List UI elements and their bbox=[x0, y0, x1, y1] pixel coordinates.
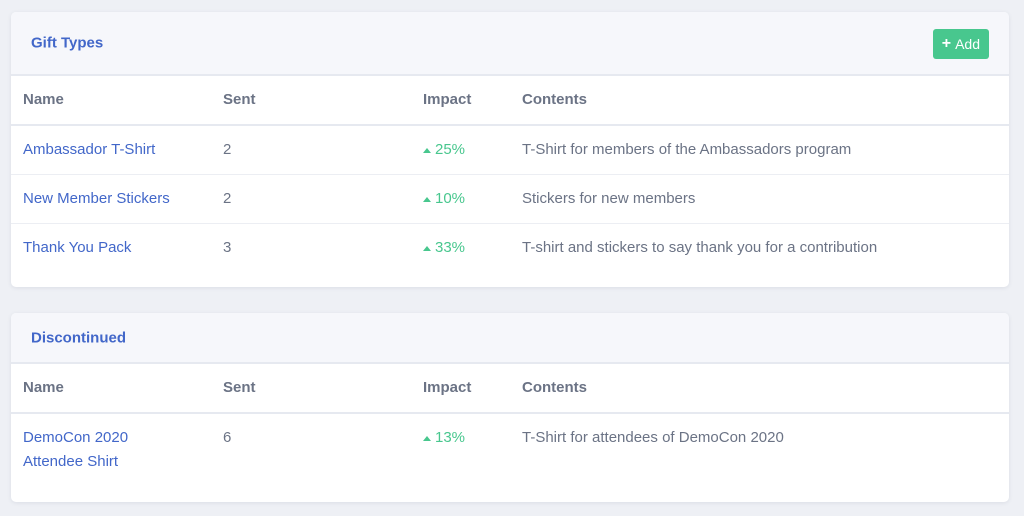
column-header-name: Name bbox=[23, 91, 64, 108]
impact-value: 25% bbox=[423, 138, 465, 162]
sent-count: 2 bbox=[223, 141, 232, 158]
table-row: Ambassador T-Shirt 2 25% T-Shirt for mem… bbox=[11, 126, 1009, 175]
gift-name-line2: Attendee Shirt bbox=[23, 453, 119, 470]
gift-name-link[interactable]: Thank You Pack bbox=[23, 239, 132, 256]
column-header-contents: Contents bbox=[522, 91, 587, 108]
impact-percent: 13% bbox=[435, 429, 466, 446]
add-gift-type-button[interactable]: + Add bbox=[932, 29, 989, 59]
sent-count: 3 bbox=[223, 239, 232, 256]
column-header-contents: Contents bbox=[522, 379, 587, 396]
table-header-row: Name Sent Impact Contents bbox=[11, 364, 1009, 414]
discontinued-card: Discontinued Name Sent Impact Contents D… bbox=[11, 313, 1009, 502]
gift-contents: Stickers for new members bbox=[522, 190, 696, 207]
impact-value: 10% bbox=[423, 187, 465, 211]
impact-percent: 25% bbox=[435, 141, 466, 158]
gift-name-link[interactable]: DemoCon 2020 Attendee Shirt bbox=[23, 429, 128, 470]
table-header-row: Name Sent Impact Contents bbox=[11, 76, 1009, 126]
column-header-impact: Impact bbox=[423, 379, 472, 396]
plus-icon: + bbox=[941, 35, 952, 52]
gift-types-header: Gift Types + Add bbox=[11, 12, 1009, 76]
discontinued-title: Discontinued bbox=[31, 329, 127, 346]
discontinued-header: Discontinued bbox=[11, 313, 1009, 364]
gift-types-title: Gift Types bbox=[31, 34, 104, 52]
gift-contents: T-Shirt for members of the Ambassadors p… bbox=[522, 141, 852, 158]
trend-up-icon bbox=[423, 245, 431, 251]
impact-percent: 33% bbox=[435, 239, 466, 256]
gift-name-line1: DemoCon 2020 bbox=[23, 429, 129, 446]
gift-name-link[interactable]: Ambassador T-Shirt bbox=[23, 141, 156, 158]
table-row: Thank You Pack 3 33% T-shirt and sticker… bbox=[11, 224, 1009, 284]
trend-up-icon bbox=[423, 196, 431, 202]
gift-types-card: Gift Types + Add Name Sent Impact Conten… bbox=[11, 12, 1009, 287]
add-button-label: Add bbox=[955, 36, 980, 52]
impact-percent: 10% bbox=[435, 190, 466, 207]
column-header-impact: Impact bbox=[423, 91, 472, 108]
trend-up-icon bbox=[423, 435, 431, 441]
gift-contents: T-shirt and stickers to say thank you fo… bbox=[522, 239, 878, 256]
trend-up-icon bbox=[423, 147, 431, 153]
impact-value: 13% bbox=[423, 426, 465, 450]
gift-name-link[interactable]: New Member Stickers bbox=[23, 190, 170, 207]
column-header-sent: Sent bbox=[223, 379, 256, 396]
gift-contents: T-Shirt for attendees of DemoCon 2020 bbox=[522, 429, 784, 446]
impact-value: 33% bbox=[423, 236, 465, 260]
column-header-name: Name bbox=[23, 379, 64, 396]
table-row: New Member Stickers 2 10% Stickers for n… bbox=[11, 175, 1009, 224]
table-row: DemoCon 2020 Attendee Shirt 6 13% T-Shir… bbox=[11, 414, 1009, 500]
column-header-sent: Sent bbox=[223, 91, 256, 108]
sent-count: 6 bbox=[223, 429, 232, 446]
sent-count: 2 bbox=[223, 190, 232, 207]
